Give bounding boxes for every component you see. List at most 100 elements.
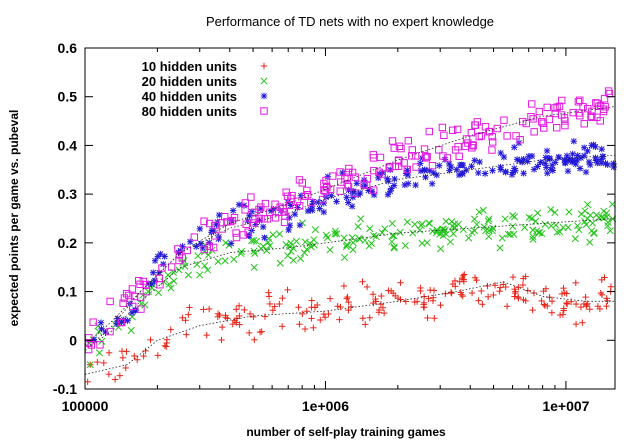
series-1-point: [496, 288, 503, 295]
series-1-point: [397, 296, 404, 303]
series-2-point: [485, 232, 493, 241]
series-3-point: [489, 167, 496, 174]
series-3-point: [186, 238, 194, 245]
series-2-point: [479, 206, 487, 214]
series-2-point: [144, 288, 152, 296]
series-4-point: [493, 124, 502, 133]
series-2-point: [510, 230, 518, 238]
series-1-point: [218, 323, 226, 331]
series-4-point: [158, 264, 166, 272]
series-3-point: [543, 164, 550, 171]
series-1-point: [203, 331, 210, 339]
series-1-point: [279, 294, 286, 302]
series-1-point: [417, 287, 424, 295]
series-2-point: [575, 226, 583, 234]
series-3-point: [309, 206, 316, 214]
series-4-point: [209, 243, 218, 252]
series-2-point: [95, 349, 104, 357]
series-2-point: [396, 228, 404, 236]
series-4-point: [388, 137, 397, 145]
series-3-point: [387, 188, 394, 195]
series-1-point: [413, 298, 421, 305]
y-tick-label: 0.5: [58, 89, 78, 105]
plot-frame: [84, 47, 616, 390]
series-1-point: [548, 298, 556, 305]
series-3-point: [542, 154, 550, 161]
series-1-point: [122, 364, 129, 372]
series-4-point: [167, 263, 176, 271]
series-2-point: [484, 217, 492, 225]
series-1-point: [484, 282, 491, 290]
series-1-point: [479, 301, 486, 308]
series-4-point: [226, 217, 235, 226]
series-3-point: [404, 167, 411, 174]
series-1-point: [561, 289, 568, 296]
series-1-trend-line: [84, 281, 615, 375]
series-1-point: [370, 299, 377, 307]
series-3-point: [592, 143, 599, 150]
series-2-point: [448, 218, 456, 226]
series-3-point: [196, 225, 204, 233]
series-2-point: [552, 221, 560, 229]
series-1-point: [105, 349, 113, 357]
series-4-point: [255, 214, 263, 223]
series-2-point: [170, 277, 178, 285]
series-4-point: [175, 256, 183, 265]
series-2-point: [296, 254, 305, 263]
series-4-point: [569, 108, 577, 117]
series-4-point: [584, 104, 592, 113]
series-1-point: [345, 298, 352, 306]
series-1-point: [269, 307, 277, 314]
series-4-point: [404, 137, 413, 145]
series-4-point: [425, 127, 433, 136]
series-4-point: [408, 146, 416, 154]
series-4-point: [211, 221, 219, 230]
series-2-point: [504, 230, 512, 238]
series-4-point: [561, 121, 569, 130]
legend-label: 80 hidden units: [142, 104, 237, 119]
series-3-point: [384, 191, 392, 198]
series-4-point: [439, 152, 447, 160]
series-4-point: [461, 142, 470, 151]
series-4-point: [558, 96, 566, 105]
legend-label: 20 hidden units: [142, 74, 237, 89]
series-1-point: [520, 275, 527, 282]
series-4-point: [477, 132, 486, 140]
series-4-point: [362, 181, 371, 190]
series-1-point: [556, 311, 564, 319]
series-3-point: [124, 317, 131, 324]
series-2-point: [533, 227, 541, 235]
series-4-point: [296, 202, 304, 210]
series-2-point: [388, 219, 396, 228]
series-4-point: [385, 164, 393, 172]
series-4-point: [255, 205, 263, 214]
series-1-point: [326, 295, 334, 302]
series-1-point: [241, 306, 248, 314]
series-1-point: [250, 313, 257, 321]
series-3-point: [570, 138, 578, 145]
series-1-point: [603, 302, 610, 310]
series-1-point: [509, 273, 517, 281]
series-2-point: [425, 219, 433, 227]
series-4-point: [516, 135, 524, 144]
series-2-point: [250, 247, 258, 255]
series-3-point: [390, 182, 398, 189]
series-3-point: [261, 234, 268, 241]
series-2-point: [269, 231, 277, 239]
series-2-point: [263, 247, 271, 255]
series-1-point: [205, 305, 213, 313]
series-3-point: [353, 180, 361, 187]
series-2-point: [534, 209, 542, 217]
series-3-point: [604, 161, 611, 169]
series-1-point: [140, 352, 147, 360]
series-4-point: [596, 117, 604, 125]
series-2-points: [85, 200, 617, 369]
series-3-point: [475, 169, 482, 177]
series-1-point: [473, 276, 480, 284]
series-1-point: [451, 277, 459, 285]
series-1-point: [430, 294, 437, 301]
series-1-point: [116, 372, 124, 379]
series-2-point: [250, 237, 258, 245]
series-1-point: [529, 306, 536, 314]
